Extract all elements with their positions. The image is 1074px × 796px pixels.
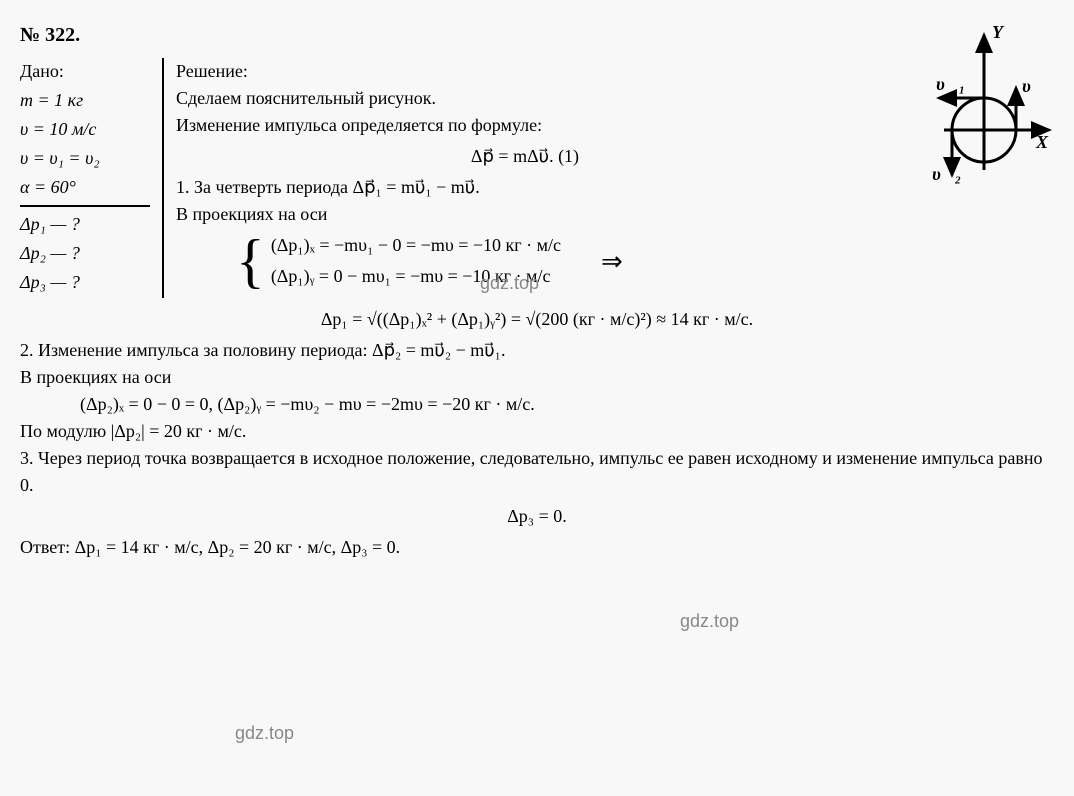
given-line-2: υ = υ₁ = υ₂	[20, 145, 150, 172]
step3-text: 3. Через период точка возвращается в исх…	[20, 445, 1054, 499]
projection-label-2: В проекциях на оси	[20, 364, 1054, 391]
vector-diagram: Y X υ⃗₁ υ⃗ υ⃗₂	[884, 20, 1054, 200]
step1-text: 1. За четверть периода Δp⃗₁ = mυ⃗₁ − mυ⃗…	[176, 174, 874, 201]
given-title: Дано:	[20, 58, 150, 85]
brace-line-1: (Δp₁)ₓ = −mυ₁ − 0 = −mυ = −10 кг · м/с	[271, 232, 561, 259]
solution-intro2: Изменение импульса определяется по форму…	[176, 112, 874, 139]
watermark-1: gdz.top	[480, 270, 539, 297]
v2-label: υ⃗₂	[932, 164, 961, 184]
solution-title: Решение:	[176, 58, 874, 85]
given-line-0: m = 1 кг	[20, 87, 150, 114]
step2-eq: (Δp₂)ₓ = 0 − 0 = 0, (Δp₂)ᵧ = −mυ₂ − mυ =…	[80, 391, 1054, 418]
unknown-0: Δp₁ — ?	[20, 211, 150, 238]
unknown-1: Δp₂ — ?	[20, 240, 150, 267]
solution-intro1: Сделаем пояснительный рисунок.	[176, 85, 874, 112]
lower-section: Δp₁ = √((Δp₁)ₓ² + (Δp₁)ᵧ²) = √(200 (кг ·…	[20, 306, 1054, 561]
step2-modulus: По модулю |Δp₂| = 20 кг · м/с.	[20, 418, 1054, 445]
given-line-3: α = 60°	[20, 174, 150, 201]
step3-eq: Δp₃ = 0.	[20, 503, 1054, 530]
projection-label: В проекциях на оси	[176, 201, 874, 228]
step2-text: 2. Изменение импульса за половину период…	[20, 337, 1054, 364]
divider-line	[20, 205, 150, 207]
diagram-svg: Y X υ⃗₁ υ⃗ υ⃗₂	[884, 20, 1054, 200]
watermark-3: gdz.top	[235, 720, 294, 747]
y-label: Y	[992, 22, 1005, 42]
brace-block: { (Δp₁)ₓ = −mυ₁ − 0 = −mυ = −10 кг · м/с…	[236, 228, 874, 294]
answer: Ответ: Δp₁ = 14 кг · м/с, Δp₂ = 20 кг · …	[20, 534, 1054, 561]
given-line-1: υ = 10 м/с	[20, 116, 150, 143]
v-label: υ⃗	[1022, 76, 1045, 96]
x-label: X	[1035, 132, 1049, 152]
given-column: Дано: m = 1 кг υ = 10 м/с υ = υ₁ = υ₂ α …	[20, 58, 164, 298]
formula-1: Δp⃗ = mΔυ⃗. (1)	[176, 143, 874, 170]
result-1: Δp₁ = √((Δp₁)ₓ² + (Δp₁)ᵧ²) = √(200 (кг ·…	[20, 306, 1054, 333]
implies-arrow: ⇒	[601, 242, 623, 281]
v1-label: υ⃗₁	[936, 74, 965, 94]
left-brace: {	[236, 231, 265, 291]
unknown-2: Δp₃ — ?	[20, 269, 150, 296]
watermark-2: gdz.top	[680, 608, 739, 635]
